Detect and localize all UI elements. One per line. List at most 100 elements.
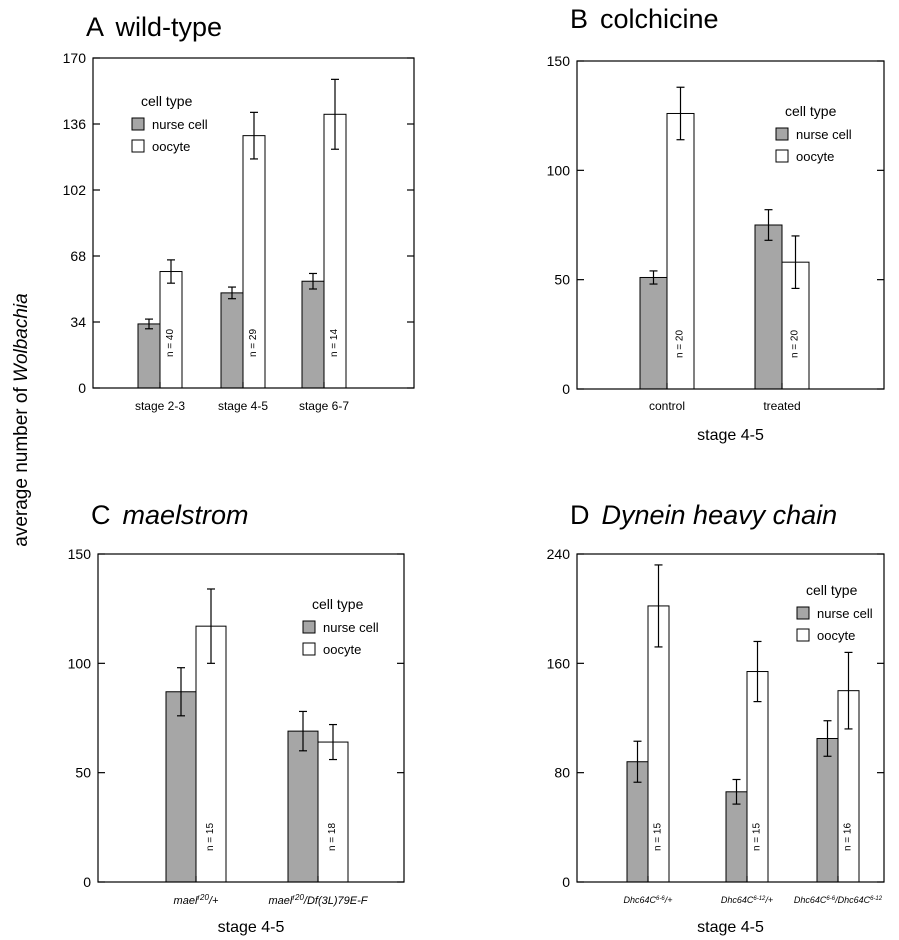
x-axis-label: stage 4-5 <box>218 919 285 936</box>
bar-oocyte-1 <box>666 112 695 390</box>
n-label: n = 15 <box>205 823 216 852</box>
error-bar <box>633 740 642 783</box>
legend-swatch-nurse-cell <box>796 606 810 620</box>
bar-oocyte-2 <box>317 741 349 883</box>
error-bar <box>331 78 339 150</box>
x-tick-label-part: mael <box>269 895 293 907</box>
y-tick-label: 0 <box>562 874 570 890</box>
legend-entry: nurse cell <box>817 606 873 621</box>
x-tick-label: Dhc64C6-6/+ <box>624 895 673 905</box>
panel-letter: A <box>86 12 104 42</box>
shared-y-axis-label-text: average number of <box>11 382 32 547</box>
legend-swatch-nurse-cell <box>131 117 145 131</box>
legend-entry: oocyte <box>796 149 834 164</box>
x-tick-label-superscript: r20 <box>197 893 209 902</box>
panel-title-text: maelstrom <box>123 500 249 530</box>
y-tick-label: 68 <box>70 248 86 264</box>
legend: cell type nurse cell oocyte <box>775 103 852 164</box>
error-bar <box>676 86 685 141</box>
error-bar <box>764 209 773 241</box>
x-axis-label: stage 4-5 <box>697 427 764 444</box>
shared-y-axis-label: average number of Wolbachia <box>11 293 32 546</box>
y-tick-label: 0 <box>562 381 570 397</box>
y-tick-label: 100 <box>547 162 571 178</box>
panel-title-text: Dynein heavy chain <box>602 500 838 530</box>
x-tick-label-superscript: 6-12 <box>753 896 766 902</box>
y-tick-label: 50 <box>75 765 91 781</box>
x-tick-label-superscript: r20 <box>292 893 304 902</box>
bar-nurse-cell-3 <box>816 738 839 883</box>
x-tick-label: stage 6-7 <box>299 399 349 413</box>
n-label: n = 15 <box>653 823 664 852</box>
n-label: n = 15 <box>752 823 763 852</box>
error-bar <box>844 651 853 730</box>
error-bar <box>299 710 307 752</box>
legend: cell type nurse cell oocyte <box>302 596 379 657</box>
legend-entry: nurse cell <box>152 117 208 132</box>
n-label: n = 14 <box>329 329 340 358</box>
legend-entry: oocyte <box>323 642 361 657</box>
legend-title: cell type <box>141 93 193 109</box>
bar-nurse-cell-2 <box>220 292 244 389</box>
y-tick-label: 80 <box>554 765 570 781</box>
x-tick-label-part: Dhc64C <box>624 895 657 905</box>
x-tick-label: treated <box>763 399 800 413</box>
plot-frame <box>97 553 405 883</box>
legend-entry: oocyte <box>817 628 855 643</box>
panel-title: D Dynein heavy chain <box>570 500 837 530</box>
x-tick-label-part: stage 6-7 <box>299 399 349 413</box>
plot-frame <box>92 57 415 389</box>
legend-swatch-oocyte <box>775 149 789 163</box>
y-tick-label: 0 <box>83 874 91 890</box>
x-tick-label-superscript: 6-6 <box>826 896 835 902</box>
x-tick-label: Dhc64C6-6/Dhc64C6-12 <box>794 895 883 905</box>
bar-nurse-cell-2 <box>725 791 748 883</box>
x-tick-label-part: stage 4-5 <box>218 399 268 413</box>
n-label: n = 40 <box>165 329 176 358</box>
y-tick-label: 160 <box>547 655 571 671</box>
legend-title: cell type <box>806 582 858 598</box>
n-label: n = 20 <box>790 330 801 359</box>
error-bar <box>228 286 236 300</box>
error-bar <box>654 564 663 648</box>
error-bar <box>791 235 800 290</box>
plot-frame <box>576 553 885 883</box>
panel-d: D Dynein heavy chain n = 15 n = 15 n = 16 0 80… <box>547 500 885 936</box>
y-tick-label: 150 <box>547 53 571 69</box>
x-tick-label-part: Dhc64C <box>794 895 827 905</box>
panel-letter: B <box>570 4 588 34</box>
y-tick-label: 50 <box>554 272 570 288</box>
error-bar <box>309 272 317 290</box>
bar-nurse-cell-2 <box>754 224 783 390</box>
error-bar <box>753 640 762 703</box>
y-tick-label: 0 <box>78 380 86 396</box>
legend-swatch-oocyte <box>131 139 145 153</box>
error-bar <box>167 259 175 284</box>
x-tick-label: control <box>649 399 685 413</box>
bar-nurse-cell-2 <box>287 730 319 883</box>
error-bar <box>250 111 258 160</box>
x-tick-label-part: /Df(3L)79E-F <box>303 895 369 907</box>
x-tick-label-part: /+ <box>208 895 219 907</box>
y-tick-label: 102 <box>63 182 87 198</box>
y-tick-label: 100 <box>68 655 92 671</box>
y-tick-label: 170 <box>63 50 87 66</box>
legend-entry: nurse cell <box>323 620 379 635</box>
bar-nurse-cell-3 <box>301 280 325 389</box>
error-bar <box>823 720 832 757</box>
legend-swatch-oocyte <box>302 642 316 656</box>
x-tick-label-superscript: 6-12 <box>870 896 883 902</box>
y-tick-label: 150 <box>68 546 92 562</box>
error-bar <box>207 588 215 664</box>
error-bar <box>732 778 741 805</box>
y-tick-label: 34 <box>70 314 86 330</box>
n-label: n = 29 <box>248 329 259 358</box>
legend: cell type nurse cell oocyte <box>131 93 208 154</box>
legend-entry: nurse cell <box>796 127 852 142</box>
legend-swatch-nurse-cell <box>775 127 789 141</box>
